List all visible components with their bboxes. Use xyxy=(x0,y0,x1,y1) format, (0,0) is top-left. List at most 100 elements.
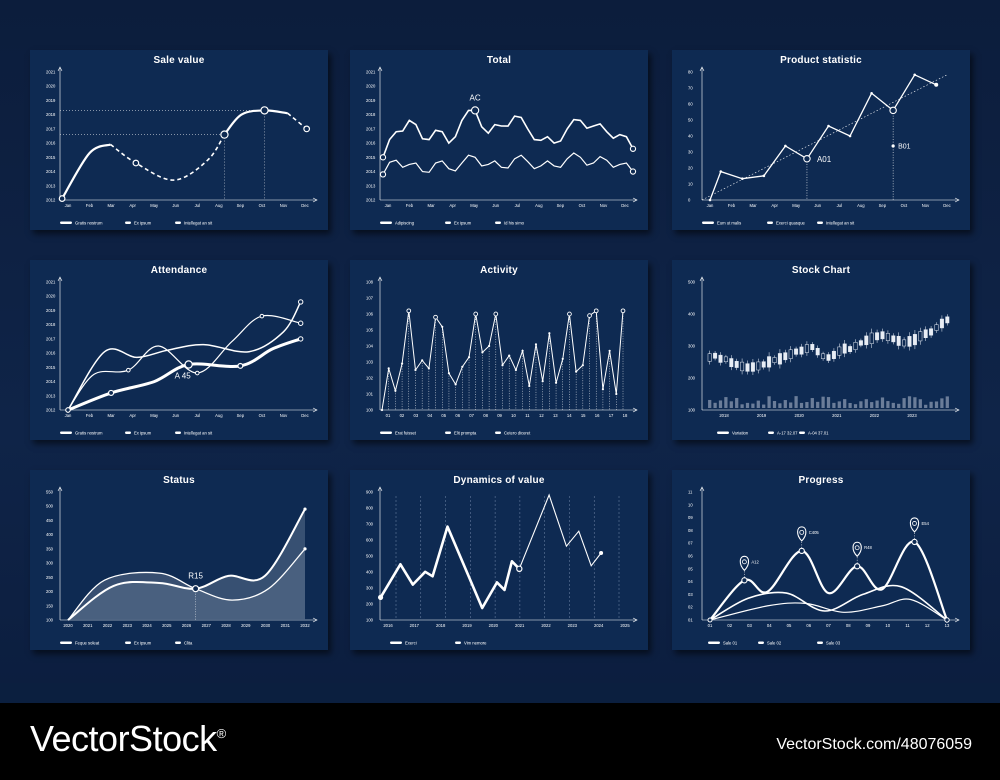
pin-dot xyxy=(799,529,805,535)
x-tick-label: 2031 xyxy=(281,623,291,628)
y-tick-label: 06 xyxy=(688,554,693,559)
x-tick-label: 05 xyxy=(787,623,792,628)
chart-title: Sale value xyxy=(153,55,205,66)
data-point xyxy=(581,364,584,367)
data-point xyxy=(454,383,457,386)
legend-label: Intellegat an sit xyxy=(184,431,213,436)
y-tick-label: 106 xyxy=(366,312,374,317)
x-tick-label: Jun xyxy=(172,413,179,418)
x-tick-label: 2023 xyxy=(568,623,578,628)
candle-body xyxy=(810,344,815,350)
y-axis-arrow xyxy=(699,276,705,282)
y-tick-label: 08 xyxy=(688,528,693,533)
x-tick-label: 07 xyxy=(826,623,831,628)
x-tick-label: Oct xyxy=(259,413,266,418)
data-point xyxy=(541,380,544,383)
chart-svg-stock: 100 200 300 400 500 2018 2019 2020 2021 2022 2023 V… xyxy=(688,276,960,436)
legend-swatch xyxy=(60,221,72,224)
data-point xyxy=(488,344,491,348)
legend-label: A-17 32.07 xyxy=(777,431,798,436)
candle-body xyxy=(885,333,890,341)
legend-label: Id his simo xyxy=(504,221,525,226)
series-line xyxy=(381,309,624,411)
data-point xyxy=(784,144,787,148)
x-tick-label: Jun xyxy=(814,203,821,208)
x-tick-label: Feb xyxy=(86,203,94,208)
y-tick-label: 0 xyxy=(688,198,691,203)
x-tick-label: 2029 xyxy=(241,623,251,628)
legend-label: Ex ipsum xyxy=(134,431,152,436)
legend-swatch xyxy=(799,431,805,434)
x-tick-label: 2022 xyxy=(541,623,551,628)
area-fill xyxy=(68,509,305,620)
y-tick-label: 2013 xyxy=(366,183,376,188)
y-axis-arrow xyxy=(377,276,383,282)
chart-panel-attendance: 2012 2013 2014 2015 2016 2017 2018 2019 2020 2021… xyxy=(30,260,328,440)
x-tick-label: May xyxy=(150,413,159,418)
y-tick-label: 05 xyxy=(688,566,693,571)
y-tick-label: 400 xyxy=(688,312,696,317)
x-tick-label: Mar xyxy=(749,203,757,208)
y-tick-label: 200 xyxy=(46,589,54,594)
map-pin-icon xyxy=(797,526,807,542)
data-point xyxy=(132,159,140,167)
legend-swatch xyxy=(817,641,823,644)
legend-label: Elit prompta xyxy=(454,431,477,436)
x-tick-label: Apr xyxy=(771,203,778,208)
y-tick-label: 30 xyxy=(688,150,693,155)
x-tick-label: 2021 xyxy=(83,623,93,628)
series-line xyxy=(709,584,948,621)
volume-bar xyxy=(745,402,750,408)
x-tick-label: 12 xyxy=(539,413,544,418)
data-point xyxy=(561,357,564,360)
x-tick-label: 08 xyxy=(846,623,851,628)
x-tick-label: Aug xyxy=(215,413,223,418)
volume-bar xyxy=(821,396,825,408)
data-point xyxy=(441,325,444,328)
x-tick-label: Sep xyxy=(879,203,887,208)
map-pin-icon xyxy=(909,517,920,533)
data-point xyxy=(461,365,464,368)
y-tick-label: 02 xyxy=(688,605,693,610)
x-tick-label: 2024 xyxy=(142,623,152,628)
data-point xyxy=(762,174,766,178)
y-tick-label: 800 xyxy=(366,506,374,511)
legend-swatch xyxy=(717,431,729,434)
map-pin-icon xyxy=(852,541,862,558)
legend-label: Ex ipsum xyxy=(454,221,472,226)
chart-panel-dynamics-of-value: 100 200 300 400 500 600 700 800 900 2016 2017 2018 2… xyxy=(350,470,648,650)
y-tick-label: 300 xyxy=(688,344,696,349)
x-tick-label: Aug xyxy=(857,203,865,208)
candle-body xyxy=(799,346,804,355)
data-point xyxy=(554,381,558,384)
y-axis-arrow xyxy=(699,66,705,72)
data-point xyxy=(587,313,592,318)
legend-swatch xyxy=(495,221,501,224)
y-tick-label: 01 xyxy=(688,618,693,623)
data-point xyxy=(297,299,304,305)
x-tick-label: 10 xyxy=(511,413,516,418)
candle-body xyxy=(750,362,755,372)
x-tick-label: 2025 xyxy=(162,623,172,628)
x-tick-label: Jul xyxy=(837,203,842,208)
data-point xyxy=(414,368,417,372)
x-tick-label: Oct xyxy=(901,203,908,208)
data-point xyxy=(575,370,578,373)
data-point xyxy=(470,106,480,115)
y-tick-label: 50 xyxy=(688,118,693,123)
volume-bar xyxy=(859,401,863,408)
data-point xyxy=(126,367,131,373)
data-point xyxy=(303,507,307,511)
x-tick-label: 08 xyxy=(483,413,488,418)
x-tick-label: 2020 xyxy=(489,623,499,628)
legend-swatch xyxy=(758,641,764,644)
chart-panel-progress: 01 02 03 04 05 06 07 08 09 10 11 01 02 03 04 05 06 07 08 09… xyxy=(672,470,970,650)
candle-body xyxy=(929,328,934,336)
candle-body xyxy=(880,331,885,340)
y-tick-label: 2021 xyxy=(46,70,56,75)
volume-bar xyxy=(713,402,717,408)
y-tick-label: 2016 xyxy=(46,351,56,356)
data-point xyxy=(798,547,805,555)
watermark-banner xyxy=(0,703,1000,780)
x-axis-arrow xyxy=(632,197,638,203)
